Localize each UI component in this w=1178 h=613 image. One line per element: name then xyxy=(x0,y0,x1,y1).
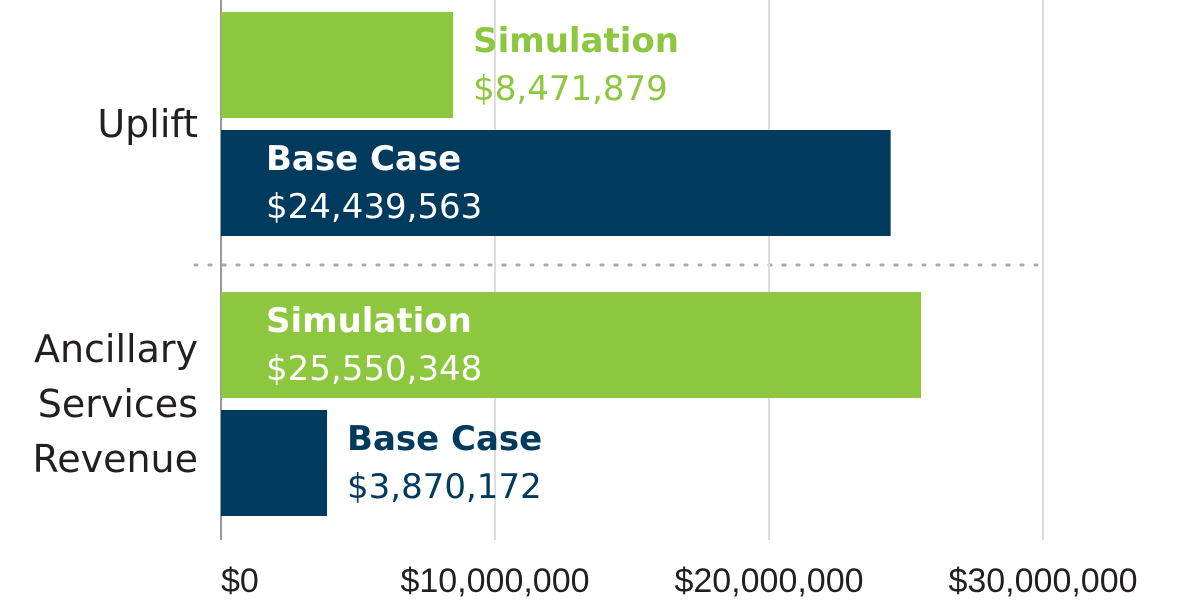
category-label: Uplift xyxy=(97,101,198,146)
x-tick-label: $20,000,000 xyxy=(674,562,863,600)
bar xyxy=(221,12,454,118)
series-name-label: Simulation xyxy=(473,21,679,61)
x-tick-label: $0 xyxy=(221,562,259,600)
series-name-label: Base Case xyxy=(266,139,461,179)
data-label: $3,870,172 xyxy=(347,467,542,507)
bar xyxy=(221,410,328,516)
x-tick-label: $30,000,000 xyxy=(948,562,1137,600)
data-label: $8,471,879 xyxy=(473,69,668,109)
x-tick-label: $10,000,000 xyxy=(400,562,589,600)
category-label: Ancillary Services Revenue xyxy=(32,326,199,481)
data-label: $25,550,348 xyxy=(266,349,482,389)
series-name-label: Simulation xyxy=(266,301,472,341)
data-label: $24,439,563 xyxy=(266,187,482,227)
series-name-label: Base Case xyxy=(347,419,542,459)
bar xyxy=(221,292,922,398)
bar xyxy=(221,130,891,236)
